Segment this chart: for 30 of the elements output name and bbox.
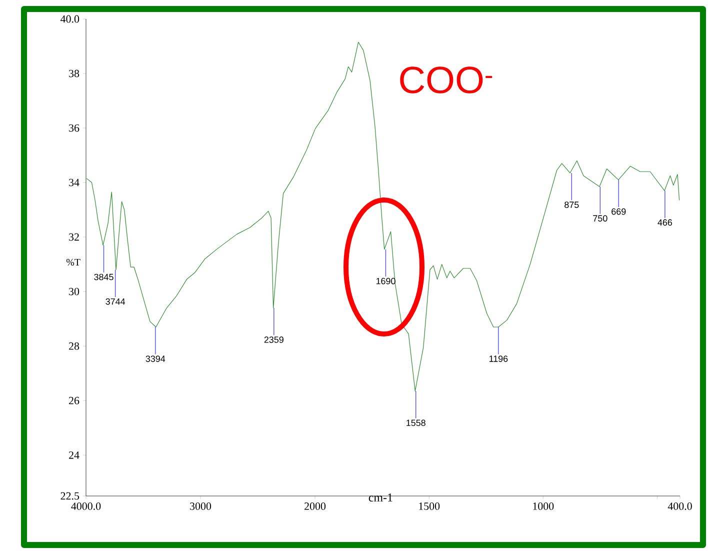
y-tick-label: 26 — [69, 396, 80, 404]
y-tick-label: 38 — [69, 70, 80, 78]
y-tick-label: 28 — [69, 342, 80, 350]
x-tick-label: 2000 — [304, 502, 326, 510]
annotation: 1196 — [489, 356, 508, 362]
x-axis-title: cm-1 — [368, 494, 392, 502]
annotation: 2359 — [264, 336, 284, 343]
y-axis-title: %T — [66, 258, 80, 266]
y-tick-label: 22.5 — [60, 492, 80, 500]
x-tick-label: 3000 — [190, 502, 212, 510]
annotation: 3744 — [106, 298, 126, 305]
annotation: 3845 — [94, 274, 114, 280]
y-tick-label: 30 — [69, 288, 80, 296]
y-tick-label: 36 — [69, 124, 80, 132]
annotation: 669 — [612, 208, 626, 215]
annotation: 466 — [658, 219, 672, 226]
annotation: 3394 — [146, 356, 166, 362]
annotation: 750 — [593, 215, 608, 222]
y-tick-label: 32 — [69, 233, 79, 241]
x-tick-label: 4000.0 — [71, 502, 101, 510]
x-tick-label: 400.0 — [668, 502, 692, 510]
x-tick-label: 1000 — [533, 502, 554, 510]
y-tick-label: 34 — [69, 178, 80, 186]
x-tick-label: 1500 — [419, 502, 440, 510]
y-tick-label: 40.0 — [60, 15, 80, 23]
annotation: COO$^{-}$ — [400, 66, 492, 94]
annotation: 1690 — [376, 278, 396, 284]
annotation: 1558 — [406, 420, 426, 426]
annotation: 875 — [564, 202, 579, 208]
y-tick-label: 24 — [69, 451, 80, 459]
